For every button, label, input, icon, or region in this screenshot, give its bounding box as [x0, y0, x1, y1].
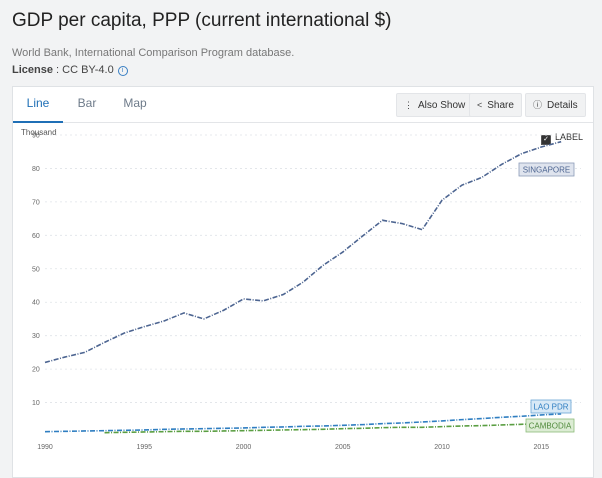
- y-tick-label: 70: [32, 199, 40, 206]
- series-label-singapore: SINGAPORE: [523, 166, 571, 175]
- chart-panel: Line Bar Map ⋮ Also Show < Share ⓘ Details …: [12, 86, 594, 478]
- share-icon: <: [477, 100, 483, 110]
- license-value: : CC BY-4.0: [52, 64, 114, 76]
- license-label: License: [12, 64, 53, 76]
- chart-type-tabs: Line Bar Map ⋮ Also Show < Share ⓘ Details: [13, 87, 593, 123]
- details-button[interactable]: ⓘ Details: [525, 93, 586, 117]
- x-tick-label: 2015: [534, 444, 550, 451]
- y-tick-label: 20: [32, 367, 40, 374]
- page-title: GDP per capita, PPP (current internation…: [12, 10, 392, 31]
- also-show-button[interactable]: ⋮ Also Show: [396, 93, 474, 117]
- x-tick-label: 2000: [236, 444, 252, 451]
- y-tick-labels: 10 20 30 40 50 60 70 80 90: [32, 133, 40, 408]
- y-tick-label: 90: [32, 133, 40, 140]
- series-labels: SINGAPORE LAO PDR CAMBODIA: [518, 162, 575, 433]
- share-label: Share: [487, 100, 514, 111]
- x-tick-label: 1995: [136, 444, 152, 451]
- label-toggle[interactable]: ✓ LABEL: [541, 132, 583, 145]
- license-line: License : CC BY-4.0 i: [12, 64, 128, 76]
- x-tick-label: 2005: [335, 444, 351, 451]
- line-chart: Thousand 10 20 30 40 50 60 70 80 90 1990 1995 2000…: [21, 128, 581, 451]
- gridlines: [45, 134, 581, 403]
- y-tick-label: 50: [32, 266, 40, 273]
- series-label-box-cambodia: [525, 418, 575, 433]
- y-tick-label: 10: [32, 400, 40, 407]
- tab-map[interactable]: Map: [123, 96, 147, 110]
- series-line-singapore: [44, 140, 562, 364]
- y-tick-label: 30: [32, 333, 40, 340]
- kebab-icon: ⋮: [404, 100, 413, 110]
- tab-line[interactable]: Line: [13, 87, 63, 123]
- x-tick-label: 1990: [37, 444, 53, 451]
- series-label-box-singapore: [518, 162, 575, 177]
- series-line-cambodia: [104, 422, 562, 434]
- also-show-label: Also Show: [418, 100, 466, 111]
- source-text: World Bank, International Comparison Pro…: [12, 47, 295, 59]
- series-label-cambodia: CAMBODIA: [529, 422, 572, 431]
- info-icon[interactable]: i: [117, 66, 128, 76]
- series-line-lao-pdr: [44, 413, 562, 433]
- share-button[interactable]: < Share: [469, 93, 522, 117]
- y-tick-label: 80: [32, 166, 40, 173]
- x-tick-label: 2010: [434, 444, 450, 451]
- y-tick-label: 60: [32, 233, 40, 240]
- details-label: Details: [547, 100, 578, 111]
- series-label-box-lao-pdr: [530, 399, 572, 414]
- tab-bar[interactable]: Bar: [77, 96, 97, 110]
- y-tick-label: 40: [32, 300, 40, 307]
- checkbox-icon[interactable]: ✓: [541, 135, 551, 145]
- series-label-lao-pdr: LAO PDR: [533, 403, 568, 412]
- series-lines: [44, 140, 562, 434]
- x-tick-labels: 1990 1995 2000 2005 2010 2015: [37, 444, 549, 451]
- unit-label: Thousand: [21, 128, 57, 137]
- info-circle-icon: ⓘ: [533, 100, 543, 110]
- label-toggle-text: LABEL: [555, 132, 584, 142]
